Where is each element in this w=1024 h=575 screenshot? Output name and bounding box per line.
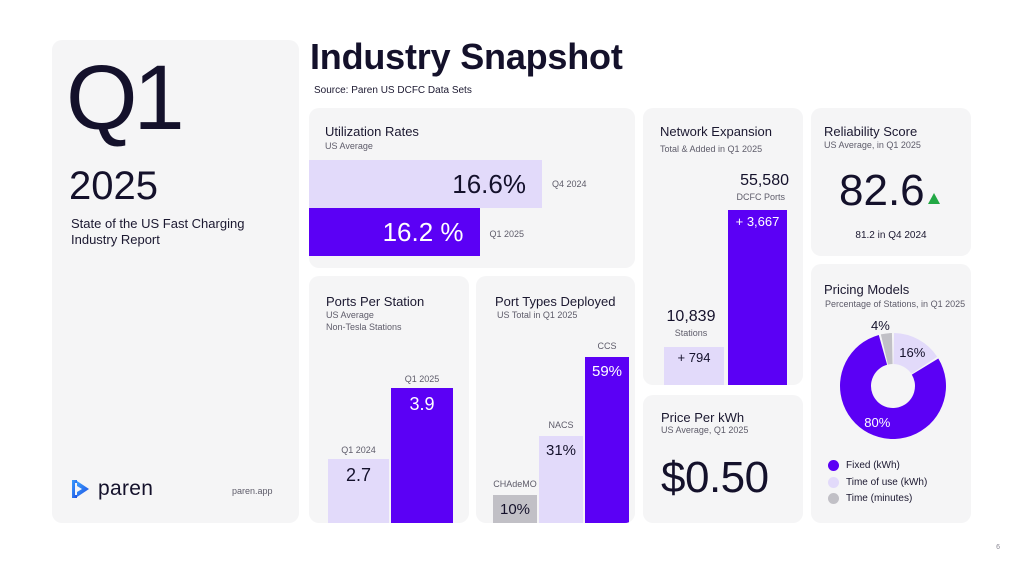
legend-item-time-of-use: Time of use (kWh) xyxy=(828,477,927,488)
card-subtitle: US Average xyxy=(325,141,373,151)
bar-value-label: 16.6% xyxy=(452,168,526,199)
bar-type-label: NACS xyxy=(548,419,574,430)
website-link[interactable]: paren.app xyxy=(232,486,273,496)
report-cover-card: Q1 2025 State of the US Fast Charging In… xyxy=(52,40,299,523)
year-heading: 2025 xyxy=(69,164,158,208)
card-subtitle: Total & Added in Q1 2025 xyxy=(660,144,763,154)
bar-value-label: 3.9 xyxy=(409,394,435,414)
bar-type-label: CHAdeMO xyxy=(493,478,537,489)
reliability-value-wrap: 82.6 xyxy=(839,166,940,216)
card-title: Pricing Models xyxy=(824,282,910,297)
pricing-models-card: Pricing Models Percentage of Stations, i… xyxy=(811,264,971,523)
report-title: State of the US Fast Charging Industry R… xyxy=(71,216,245,247)
card-subtitle: US Average xyxy=(326,310,374,320)
stations-label: Stations xyxy=(674,328,708,338)
trend-up-icon xyxy=(927,193,940,204)
stations-total: 10,839 xyxy=(666,308,716,325)
donut-slice-time-of-use xyxy=(893,333,938,374)
card-title: Network Expansion xyxy=(660,124,772,139)
ports-total: 55,580 xyxy=(740,172,789,189)
brand-logo: paren xyxy=(68,477,153,501)
paren-logo-icon xyxy=(72,480,89,498)
page-number: 6 xyxy=(996,544,1000,551)
donut-slice-time-minutes xyxy=(880,333,893,365)
legend-swatch xyxy=(828,460,839,471)
legend-label: Time (minutes) xyxy=(846,493,913,504)
port-type-bar-ccs: 59% xyxy=(585,357,629,523)
utilization-bar-q1-2025: 16.2 % xyxy=(309,208,480,256)
card-title: Port Types Deployed xyxy=(495,294,616,309)
card-title: Price Per kWh xyxy=(661,410,745,425)
legend-label: Fixed (kWh) xyxy=(846,460,900,471)
port-type-bar-nacs: 31% xyxy=(539,435,583,523)
price-value: $0.50 xyxy=(661,453,769,502)
slice-label-fixed: 80% xyxy=(864,415,891,431)
port-types-card: Port Types Deployed US Total in Q1 2025 … xyxy=(476,276,635,523)
card-subtitle: US Average, Q1 2025 xyxy=(661,425,749,435)
card-subtitle: Percentage of Stations, in Q1 2025 xyxy=(825,299,966,309)
bar-value-label: 10% xyxy=(499,500,531,518)
legend-label: Time of use (kWh) xyxy=(846,477,928,488)
stations-bar: + 794 xyxy=(664,347,724,385)
legend-swatch xyxy=(828,493,839,504)
ports-label: DCFC Ports xyxy=(736,192,785,202)
utilization-bar-q4-2024: 16.6% xyxy=(309,160,542,208)
bar-period-label: Q4 2024 xyxy=(552,179,587,189)
slice-label-time-minutes: 4% xyxy=(871,318,890,333)
bar-period-label: Q1 2024 xyxy=(341,445,376,456)
bar-value-label: 16.2 % xyxy=(382,216,464,247)
port-type-bar-chademo: 10% xyxy=(493,494,537,523)
ports-per-station-card: Ports Per Station US Average Non-Tesla S… xyxy=(309,276,469,523)
bar-period-label: Q1 2025 xyxy=(404,374,440,384)
card-subtitle-2: Non-Tesla Stations xyxy=(326,322,402,332)
card-title: Utilization Rates xyxy=(325,124,419,139)
price-per-kwh-card: Price Per kWh US Average, Q1 2025 $0.50 xyxy=(643,395,803,523)
legend-item-time-minutes: Time (minutes) xyxy=(828,493,912,504)
utilization-card: Utilization Rates US Average 16.6% Q4 20… xyxy=(309,108,635,268)
slice-label-time-of-use: 16% xyxy=(899,344,926,360)
card-subtitle: US Total in Q1 2025 xyxy=(497,310,578,320)
ports-added: + 3,667 xyxy=(735,214,780,229)
quarter-heading: Q1 xyxy=(66,47,185,149)
previous-score: 81.2 in Q4 2024 xyxy=(855,230,927,241)
donut-slice-fixed xyxy=(840,334,946,439)
bar-period-label: Q1 2025 xyxy=(489,229,525,239)
ports-bar: + 3,667 xyxy=(728,210,787,385)
reliability-value: 82.6 xyxy=(839,166,925,215)
card-title: Reliability Score xyxy=(824,124,918,139)
source-note: Source: Paren US DCFC Data Sets xyxy=(314,85,472,96)
card-title: Ports Per Station xyxy=(326,294,425,309)
network-expansion-card: Network Expansion Total & Added in Q1 20… xyxy=(643,108,803,385)
reliability-score-card: Reliability Score US Average, in Q1 2025… xyxy=(811,108,971,256)
legend-item-fixed: Fixed (kWh) xyxy=(828,460,900,471)
bar-value-label: 2.7 xyxy=(345,465,372,486)
page-title: Industry Snapshot xyxy=(310,36,623,77)
bar-type-label: CCS xyxy=(597,341,617,351)
legend-swatch xyxy=(828,477,839,488)
bar-value-label: 59% xyxy=(591,363,623,380)
ports-bar-q1-2024: 2.7 xyxy=(328,459,389,523)
card-subtitle: US Average, in Q1 2025 xyxy=(824,140,921,150)
ports-bar-q1-2025: 3.9 xyxy=(391,388,453,523)
bar-value-label: 31% xyxy=(545,441,577,459)
stations-added: + 794 xyxy=(677,350,711,365)
pricing-donut-chart xyxy=(840,333,946,439)
brand-name: paren xyxy=(98,477,154,500)
